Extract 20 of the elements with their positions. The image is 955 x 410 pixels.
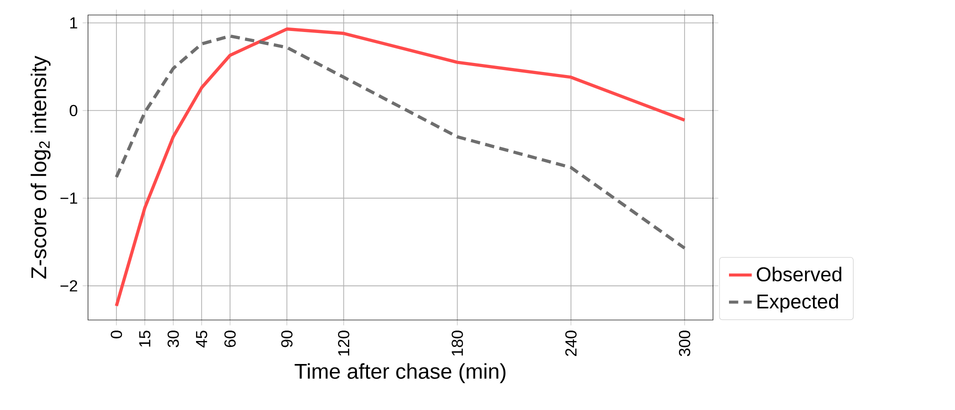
legend-label: Expected xyxy=(758,294,838,313)
x-tick-label: 15 xyxy=(139,330,150,347)
y-tick-label: 0 xyxy=(70,104,78,116)
x-tick-label: 120 xyxy=(338,330,350,356)
x-tick-label: 0 xyxy=(110,330,122,338)
x-tick-label: 300 xyxy=(678,330,690,356)
legend-label: Observed xyxy=(756,266,842,282)
y-tick-label: −1 xyxy=(60,192,78,204)
x-axis-title: Time after chase (min) xyxy=(294,363,506,384)
x-tick-label: 45 xyxy=(196,330,208,348)
x-tick-label: 30 xyxy=(168,330,179,348)
x-tick-label: 180 xyxy=(452,330,463,356)
x-tick-label: 90 xyxy=(281,330,293,348)
line-series xyxy=(114,27,686,308)
line-series xyxy=(114,34,686,250)
y-axis-title: Z-score of log$_{2}$ intensity xyxy=(30,56,51,279)
y-tick-label: −2 xyxy=(60,280,78,292)
y-tick-label: 1 xyxy=(70,17,78,28)
x-tick-label: 60 xyxy=(224,330,236,348)
x-tick-label: 240 xyxy=(565,330,577,356)
